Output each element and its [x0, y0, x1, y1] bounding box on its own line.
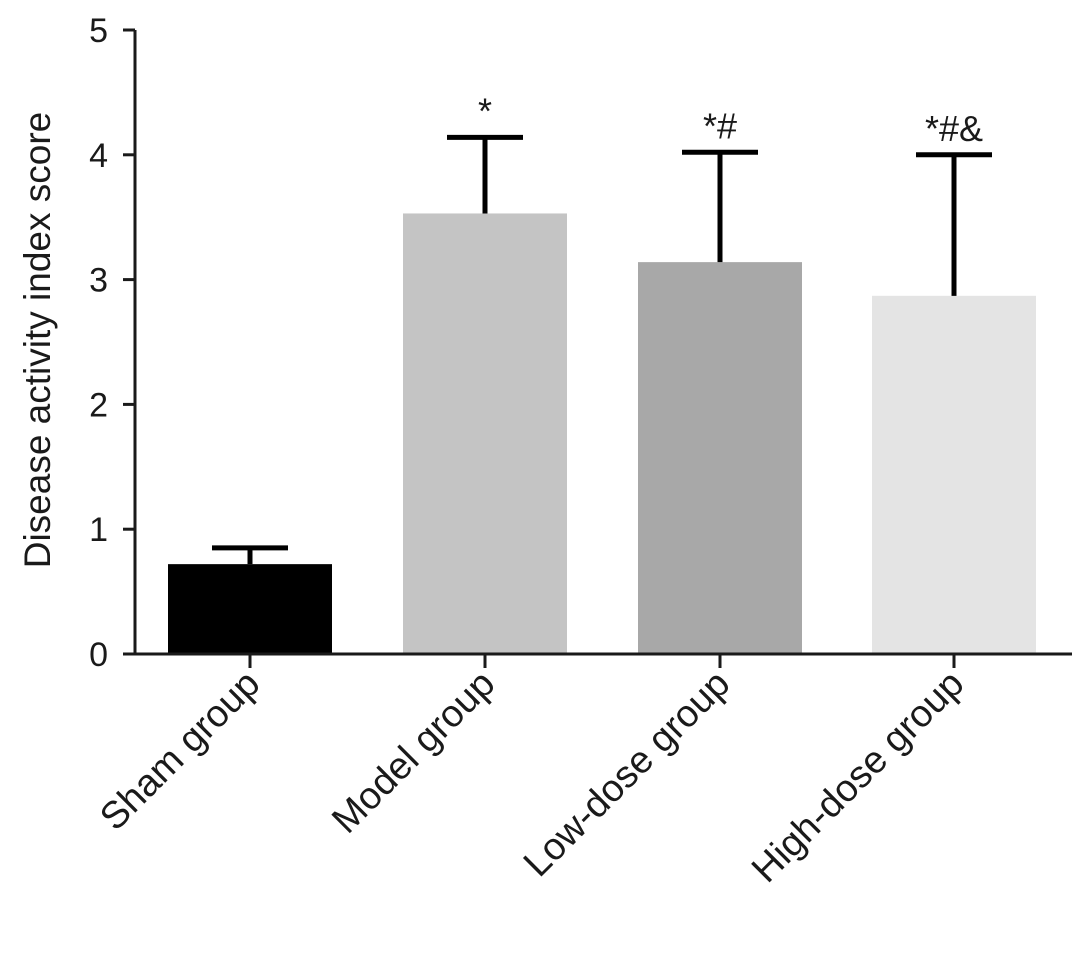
x-tick-label-high-dose-group: High-dose group: [744, 663, 972, 891]
error-bar-model-group: [447, 134, 523, 214]
significance-low-dose-group: *#: [703, 105, 737, 146]
y-tick-label-2: 2: [89, 386, 108, 424]
x-tick-label-model-group: Model group: [324, 663, 503, 842]
bar-high-dose-group: [872, 295, 1036, 654]
y-tick-label-3: 3: [89, 262, 108, 300]
error-bars-layer: [212, 134, 992, 565]
y-tick-label-0: 0: [89, 636, 108, 674]
bar-low-dose-group: [638, 262, 802, 654]
significance-model-group: *: [478, 90, 492, 131]
y-axis-title: Disease activity index score: [17, 112, 58, 569]
y-ticks-layer: 0 1 2 3 4 5: [89, 12, 135, 674]
annotations-layer: * *# *#&: [478, 90, 983, 148]
error-bar-sham-group: [212, 545, 288, 565]
bar-model-group: [403, 213, 567, 654]
y-tick-label-1: 1: [89, 511, 108, 549]
error-bar-low-dose-group: [682, 149, 758, 263]
bar-sham-group: [168, 564, 332, 654]
bars-layer: [168, 213, 1036, 654]
y-tick-label-4: 4: [89, 137, 108, 175]
significance-high-dose-group: *#&: [925, 108, 983, 149]
x-tick-label-low-dose-group: Low-dose group: [516, 663, 738, 885]
error-bar-high-dose-group: [916, 152, 992, 296]
x-ticks-layer: Sham group Model group Low-dose group High-…: [92, 654, 972, 891]
x-tick-label-sham-group: Sham group: [92, 663, 268, 839]
y-tick-label-5: 5: [89, 12, 108, 50]
